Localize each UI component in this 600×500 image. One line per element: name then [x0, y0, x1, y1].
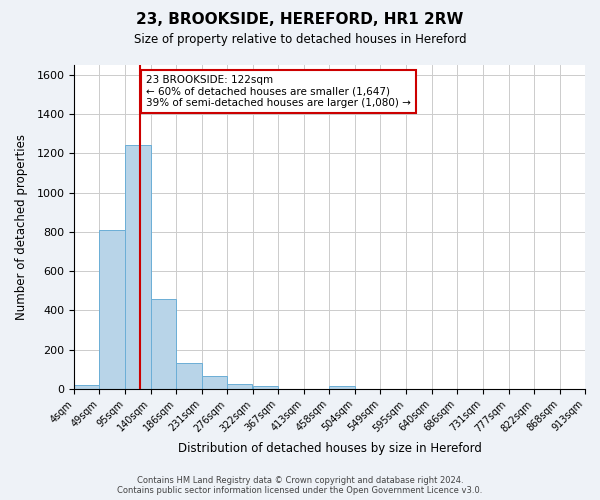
Bar [329, 386, 355, 389]
X-axis label: Distribution of detached houses by size in Hereford: Distribution of detached houses by size … [178, 442, 482, 455]
Bar [253, 386, 278, 389]
Bar [125, 144, 151, 389]
Y-axis label: Number of detached properties: Number of detached properties [15, 134, 28, 320]
Bar [176, 364, 202, 389]
Bar [74, 385, 100, 389]
Bar [202, 376, 227, 389]
Text: 23 BROOKSIDE: 122sqm
← 60% of detached houses are smaller (1,647)
39% of semi-de: 23 BROOKSIDE: 122sqm ← 60% of detached h… [146, 74, 411, 108]
Bar [227, 384, 253, 389]
Text: Size of property relative to detached houses in Hereford: Size of property relative to detached ho… [134, 32, 466, 46]
Bar [151, 298, 176, 389]
Text: 23, BROOKSIDE, HEREFORD, HR1 2RW: 23, BROOKSIDE, HEREFORD, HR1 2RW [136, 12, 464, 28]
Bar [100, 230, 125, 389]
Text: Contains HM Land Registry data © Crown copyright and database right 2024.
Contai: Contains HM Land Registry data © Crown c… [118, 476, 482, 495]
